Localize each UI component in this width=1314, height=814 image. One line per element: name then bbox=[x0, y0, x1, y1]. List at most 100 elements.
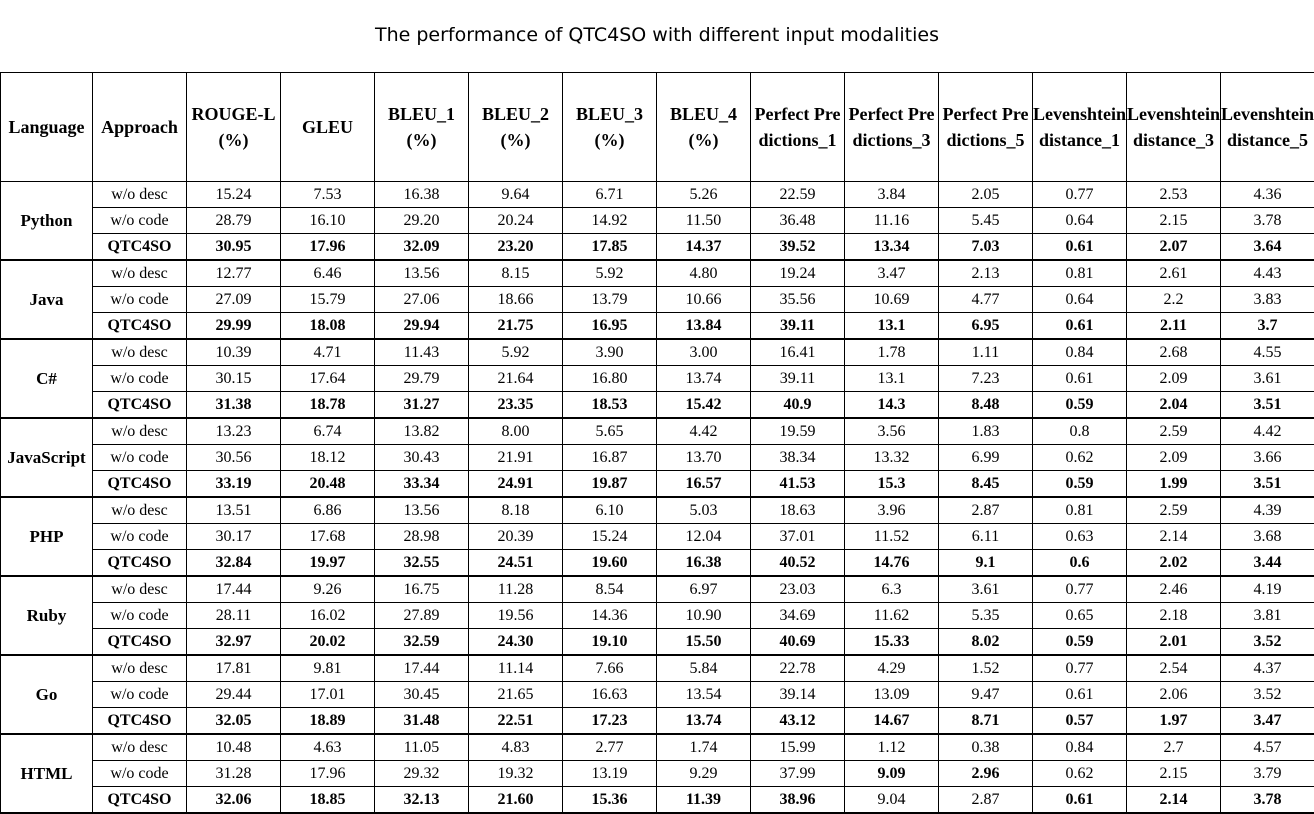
metric-cell: 28.11 bbox=[187, 603, 281, 629]
metric-cell: 32.84 bbox=[187, 550, 281, 577]
metric-cell: 32.05 bbox=[187, 708, 281, 735]
metric-cell: 13.51 bbox=[187, 497, 281, 524]
metric-cell: 13.79 bbox=[563, 287, 657, 313]
metric-cell: 0.57 bbox=[1033, 708, 1127, 735]
metric-cell: 16.02 bbox=[281, 603, 375, 629]
metric-cell: 14.67 bbox=[845, 708, 939, 735]
metric-cell: 11.05 bbox=[375, 734, 469, 761]
metric-cell: 15.24 bbox=[187, 182, 281, 208]
metric-cell: 29.99 bbox=[187, 313, 281, 340]
metric-cell: 17.64 bbox=[281, 366, 375, 392]
approach-cell: w/o desc bbox=[93, 576, 187, 603]
language-cell: PHP bbox=[1, 497, 93, 576]
approach-cell: w/o code bbox=[93, 445, 187, 471]
metric-cell: 27.09 bbox=[187, 287, 281, 313]
column-header: BLEU_4(%) bbox=[657, 73, 751, 182]
metric-cell: 21.91 bbox=[469, 445, 563, 471]
metric-cell: 1.12 bbox=[845, 734, 939, 761]
metric-cell: 29.20 bbox=[375, 208, 469, 234]
metric-cell: 29.94 bbox=[375, 313, 469, 340]
metric-cell: 3.68 bbox=[1221, 524, 1314, 550]
metric-cell: 32.06 bbox=[187, 787, 281, 814]
metric-cell: 6.86 bbox=[281, 497, 375, 524]
metric-cell: 18.66 bbox=[469, 287, 563, 313]
metric-cell: 31.27 bbox=[375, 392, 469, 419]
approach-cell: w/o desc bbox=[93, 655, 187, 682]
approach-cell: QTC4SO bbox=[93, 234, 187, 261]
metric-cell: 1.52 bbox=[939, 655, 1033, 682]
metric-cell: 4.19 bbox=[1221, 576, 1314, 603]
metric-cell: 2.96 bbox=[939, 761, 1033, 787]
metric-cell: 0.84 bbox=[1033, 339, 1127, 366]
approach-cell: QTC4SO bbox=[93, 392, 187, 419]
metric-cell: 13.09 bbox=[845, 682, 939, 708]
metric-cell: 6.74 bbox=[281, 418, 375, 445]
metric-cell: 7.03 bbox=[939, 234, 1033, 261]
metric-cell: 2.87 bbox=[939, 787, 1033, 814]
metric-cell: 21.60 bbox=[469, 787, 563, 814]
metric-cell: 37.01 bbox=[751, 524, 845, 550]
metric-cell: 2.61 bbox=[1127, 260, 1221, 287]
approach-cell: QTC4SO bbox=[93, 313, 187, 340]
metric-cell: 43.12 bbox=[751, 708, 845, 735]
metric-cell: 32.97 bbox=[187, 629, 281, 656]
metric-cell: 0.63 bbox=[1033, 524, 1127, 550]
metric-cell: 18.89 bbox=[281, 708, 375, 735]
metric-cell: 16.63 bbox=[563, 682, 657, 708]
metric-cell: 32.09 bbox=[375, 234, 469, 261]
column-header: Approach bbox=[93, 73, 187, 182]
approach-cell: w/o desc bbox=[93, 734, 187, 761]
metric-cell: 13.56 bbox=[375, 497, 469, 524]
metric-cell: 9.26 bbox=[281, 576, 375, 603]
metric-cell: 24.91 bbox=[469, 471, 563, 498]
metric-cell: 8.00 bbox=[469, 418, 563, 445]
metric-cell: 2.09 bbox=[1127, 366, 1221, 392]
metric-cell: 2.05 bbox=[939, 182, 1033, 208]
metric-cell: 22.59 bbox=[751, 182, 845, 208]
approach-cell: w/o desc bbox=[93, 339, 187, 366]
metric-cell: 3.7 bbox=[1221, 313, 1314, 340]
metric-cell: 3.00 bbox=[657, 339, 751, 366]
metric-cell: 3.64 bbox=[1221, 234, 1314, 261]
metric-cell: 16.75 bbox=[375, 576, 469, 603]
metric-cell: 6.71 bbox=[563, 182, 657, 208]
column-header: Levenshtein distance_3 bbox=[1127, 73, 1221, 182]
language-cell: C# bbox=[1, 339, 93, 418]
metric-cell: 11.39 bbox=[657, 787, 751, 814]
metric-cell: 3.78 bbox=[1221, 787, 1314, 814]
column-header: Levenshtein distance_1 bbox=[1033, 73, 1127, 182]
metric-cell: 2.59 bbox=[1127, 497, 1221, 524]
metric-cell: 19.56 bbox=[469, 603, 563, 629]
metric-cell: 17.96 bbox=[281, 761, 375, 787]
metric-cell: 0.77 bbox=[1033, 576, 1127, 603]
metric-cell: 3.51 bbox=[1221, 392, 1314, 419]
metric-cell: 3.47 bbox=[845, 260, 939, 287]
metric-cell: 2.2 bbox=[1127, 287, 1221, 313]
metric-cell: 1.74 bbox=[657, 734, 751, 761]
metric-cell: 23.03 bbox=[751, 576, 845, 603]
metric-cell: 21.64 bbox=[469, 366, 563, 392]
approach-cell: w/o desc bbox=[93, 182, 187, 208]
metric-cell: 28.98 bbox=[375, 524, 469, 550]
approach-cell: w/o code bbox=[93, 603, 187, 629]
metric-cell: 0.64 bbox=[1033, 287, 1127, 313]
metric-cell: 2.04 bbox=[1127, 392, 1221, 419]
metric-cell: 3.81 bbox=[1221, 603, 1314, 629]
metric-cell: 20.48 bbox=[281, 471, 375, 498]
approach-cell: QTC4SO bbox=[93, 708, 187, 735]
metric-cell: 17.01 bbox=[281, 682, 375, 708]
metric-cell: 2.59 bbox=[1127, 418, 1221, 445]
metric-cell: 7.53 bbox=[281, 182, 375, 208]
metric-cell: 8.02 bbox=[939, 629, 1033, 656]
metric-cell: 11.52 bbox=[845, 524, 939, 550]
metric-cell: 18.85 bbox=[281, 787, 375, 814]
metric-cell: 10.69 bbox=[845, 287, 939, 313]
